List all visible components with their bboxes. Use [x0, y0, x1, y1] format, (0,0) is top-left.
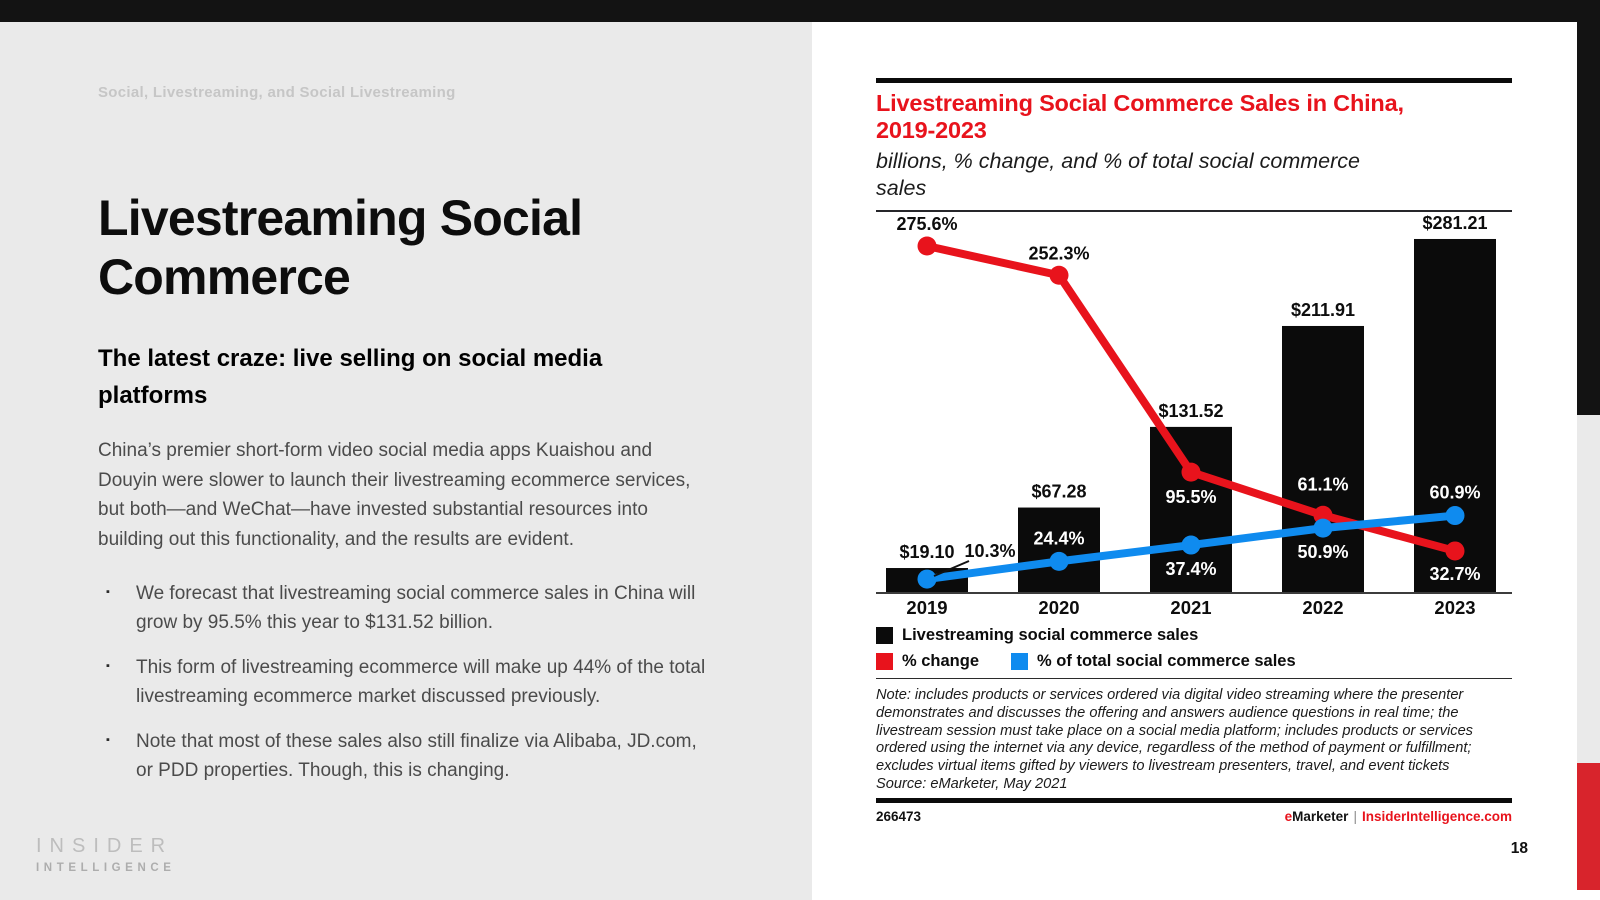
bar-2022 — [1282, 326, 1364, 593]
point-label-2020: 24.4% — [1033, 529, 1084, 549]
chart-legend: Livestreaming social commerce sales % cha… — [876, 626, 1512, 671]
point-2020 — [1049, 266, 1069, 286]
logo-insider: INSIDER — [36, 835, 174, 857]
x-tick-2020: 2020 — [1038, 597, 1079, 618]
footer-separator: | — [1353, 809, 1357, 825]
legend-item-2: % of total social commerce sales — [1011, 652, 1296, 671]
bullet-square-icon: ▪ — [106, 734, 110, 747]
chart-source: Source: eMarketer, May 2021 — [876, 775, 1068, 792]
bullet-text: This form of livestreaming ecommerce wil… — [136, 657, 706, 707]
insider-intelligence-logo: INSIDER INTELLIGENCE — [36, 835, 176, 874]
x-tick-2022: 2022 — [1302, 597, 1343, 618]
chart-footer: 266473 eMarketer | InsiderIntelligence.com — [876, 809, 1512, 824]
legend-item-1: % change — [876, 652, 979, 671]
legend-item-0: Livestreaming social commerce sales — [876, 626, 1198, 645]
x-tick-2019: 2019 — [906, 597, 947, 618]
x-tick-2021: 2021 — [1170, 597, 1211, 618]
bullet-square-icon: ▪ — [106, 660, 110, 673]
legend-label: % of total social commerce sales — [1037, 652, 1296, 671]
chart-panel: Livestreaming Social Commerce Sales in C… — [812, 22, 1577, 900]
side-strip-red — [1577, 763, 1600, 890]
bar-label-2019: $19.10 — [899, 542, 954, 562]
point-2019 — [917, 236, 937, 256]
slide-title: Livestreaming Social Commerce — [98, 190, 583, 305]
chart-title-line2: 2019-2023 — [876, 117, 987, 144]
chart-id: 266473 — [876, 809, 922, 825]
slide-subtitle: The latest craze: live selling on social… — [98, 345, 603, 410]
bar-label-2020: $67.28 — [1031, 482, 1086, 502]
legend-label: Livestreaming social commerce sales — [902, 626, 1199, 645]
point-label-2021: 95.5% — [1165, 487, 1216, 507]
chart-note: Note: includes products or services orde… — [876, 687, 1473, 774]
bullet-text: Note that most of these sales also still… — [136, 731, 697, 781]
insider-intelligence-link[interactable]: InsiderIntelligence.com — [1361, 809, 1512, 825]
legend-row: Livestreaming social commerce sales — [876, 626, 1512, 645]
bullet-item: ▪ This form of livestreaming ecommerce wi… — [98, 654, 710, 711]
point-label-2023: 32.7% — [1429, 564, 1480, 584]
point-2021 — [1181, 462, 1201, 482]
callout-line — [933, 560, 970, 578]
logo-intelligence: INTELLIGENCE — [36, 862, 176, 874]
note-divider — [876, 678, 1512, 680]
bullet-square-icon: ▪ — [106, 586, 110, 599]
legend-swatch-icon — [876, 653, 893, 671]
bullet-text: We forecast that livestreaming social co… — [136, 583, 696, 633]
section-eyebrow: Social, Livestreaming, and Social Livest… — [98, 84, 456, 101]
page-number: 18 — [1510, 840, 1528, 857]
legend-label: % change — [902, 652, 980, 671]
bar-2021 — [1150, 427, 1232, 593]
bar-label-2022: $211.91 — [1291, 300, 1355, 320]
bullet-item: ▪ Note that most of these sales also stil… — [98, 728, 710, 785]
bar-label-2023: $281.21 — [1422, 213, 1487, 233]
chart-title-line1: Livestreaming Social Commerce Sales in C… — [876, 90, 1404, 116]
legend-swatch-icon — [1011, 653, 1029, 671]
brand-links: eMarketer | InsiderIntelligence.com — [1285, 809, 1512, 824]
point-2021 — [1181, 535, 1201, 555]
point-2023 — [1445, 541, 1465, 561]
bar-label-2021: $131.52 — [1158, 401, 1223, 421]
point-2023 — [1445, 506, 1465, 526]
chart-bottom-rule — [876, 798, 1512, 804]
side-strip-gray — [1577, 415, 1600, 763]
bar-2023 — [1414, 239, 1496, 593]
legend-swatch-icon — [876, 627, 893, 645]
chart-subtitle: billions, % change, and % of total socia… — [876, 148, 1360, 201]
point-label-2021: 37.4% — [1165, 559, 1216, 579]
intro-paragraph: China’s premier short-form video social … — [98, 440, 691, 550]
bullet-list: ▪ We forecast that livestreaming social c… — [98, 580, 710, 785]
chart-title: Livestreaming Social Commerce Sales in C… — [876, 90, 1512, 145]
side-strip-black — [1577, 0, 1600, 415]
bullet-item: ▪ We forecast that livestreaming social c… — [98, 580, 710, 637]
point-label-2019: 275.6% — [896, 214, 957, 234]
point-label-2022: 50.9% — [1297, 542, 1348, 562]
chart-plot-area: $19.10 $67.28 $131.52 $211.91 $281.21 275.6% 2… — [876, 210, 1512, 620]
bar-2020 — [1018, 507, 1100, 593]
point-label-2020: 252.3% — [1028, 244, 1089, 264]
point-2019 — [917, 569, 937, 589]
chart-top-rule — [876, 78, 1512, 83]
combo-chart: $19.10 $67.28 $131.52 $211.91 $281.21 275.6% 2… — [876, 213, 1512, 618]
left-panel: Social, Livestreaming, and Social Livest… — [0, 22, 812, 900]
emarketer-wordmark: eMarketer — [1284, 809, 1349, 825]
x-tick-2023: 2023 — [1434, 597, 1475, 618]
point-label-2023: 60.9% — [1429, 483, 1480, 503]
point-label-2019: 10.3% — [964, 541, 1015, 561]
legend-row: % change % of total social commerce sales — [876, 652, 1512, 671]
point-2020 — [1049, 552, 1069, 572]
top-bar — [0, 0, 1600, 22]
point-2022 — [1313, 518, 1333, 538]
point-label-2022: 61.1% — [1297, 475, 1348, 495]
